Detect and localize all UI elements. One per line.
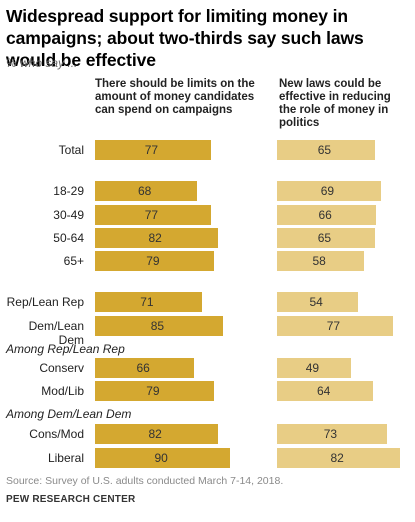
bar-series-1 [95,228,218,248]
row-label: Conserv [39,361,84,375]
brand-footer: PEW RESEARCH CENTER [6,494,136,505]
bar-series-1 [95,251,214,271]
bar-series-1 [95,181,197,201]
bar-series-2 [277,316,393,336]
data-label-series-2: 66 [318,208,332,222]
bar-series-1 [95,424,218,444]
data-label-series-2: 65 [317,143,332,157]
data-label-series-2: 65 [317,231,332,245]
row-label: Liberal [47,451,84,465]
bar-series-1 [95,316,223,336]
row-label: Rep/Lean Rep [6,295,84,309]
data-label-series-1: 71 [140,295,154,309]
bar-series-1 [95,292,202,312]
data-label-series-2: 69 [320,184,335,198]
series-1-header: There should be limits on the amount of … [95,78,255,116]
data-label-series-1: 85 [150,319,165,333]
data-label-series-1: 90 [154,451,168,465]
bar-series-1 [95,358,194,378]
row-label: Dem/Lean Dem [28,319,84,347]
data-label-series-1: 82 [148,427,162,441]
bar-series-1 [95,205,211,225]
data-label-series-1: 68 [138,184,152,198]
bar-series-2 [277,292,358,312]
group-label: Among Dem/Lean Dem [6,407,132,421]
chart-subtitle: % who say ... [6,56,78,70]
group-label: Among Rep/Lean Rep [6,342,125,356]
series-2-header: New laws could be effective in reducing … [279,78,391,129]
data-label-series-1: 77 [144,208,159,222]
bar-series-2 [277,358,351,378]
row-label: Total [58,143,84,157]
data-label-series-2: 49 [305,361,320,375]
data-label-series-1: 77 [144,143,159,157]
bar-series-2 [277,424,387,444]
data-label-series-2: 58 [312,254,326,268]
row-label: Cons/Mod [29,427,84,441]
bar-series-2 [277,181,381,201]
data-label-series-1: 79 [146,254,160,268]
row-label: 18-29 [53,184,84,198]
bar-series-2 [277,140,375,160]
bar-series-2 [277,448,400,468]
row-label: 65+ [63,254,84,268]
bar-series-2 [277,228,375,248]
bar-series-1 [95,381,214,401]
source-note: Source: Survey of U.S. adults conducted … [6,475,284,487]
row-label: 30-49 [53,208,84,222]
bar-series-1 [95,448,230,468]
data-label-series-2: 82 [330,451,344,465]
data-label-series-2: 64 [317,384,331,398]
data-label-series-1: 82 [148,231,162,245]
data-label-series-1: 66 [136,361,150,375]
bar-series-2 [277,205,376,225]
chart-title: Widespread support for limiting money in… [6,6,364,70]
row-label: Mod/Lib [41,384,84,398]
bar-series-1 [95,140,211,160]
data-label-series-2: 73 [323,427,338,441]
data-label-series-1: 79 [146,384,160,398]
row-label: 50-64 [53,231,84,245]
bar-series-2 [277,381,373,401]
data-label-series-2: 77 [326,319,341,333]
bar-series-2 [277,251,364,271]
data-label-series-2: 54 [309,295,323,309]
